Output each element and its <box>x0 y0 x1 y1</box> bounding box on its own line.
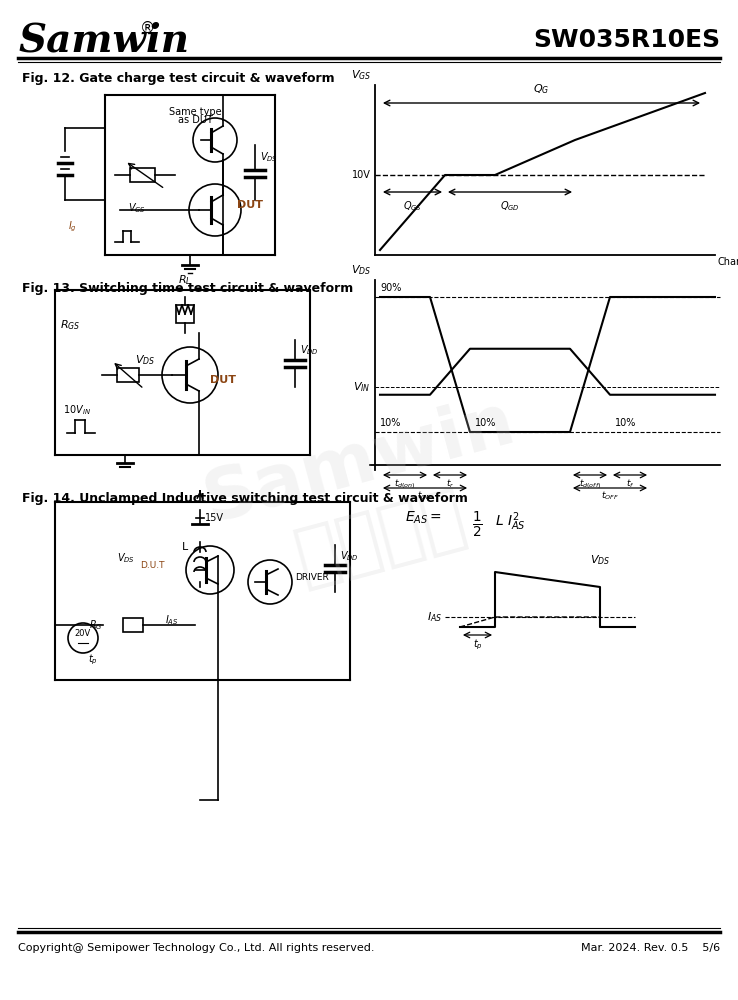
Text: $V_{GS}$: $V_{GS}$ <box>351 68 371 82</box>
Text: $V_{DD}$: $V_{DD}$ <box>340 549 359 563</box>
Text: $Q_{GD}$: $Q_{GD}$ <box>500 199 520 213</box>
Text: $R_G$: $R_G$ <box>89 618 103 632</box>
Text: $t_{d(off)}$: $t_{d(off)}$ <box>579 477 601 491</box>
Text: $V_{DS}$: $V_{DS}$ <box>590 553 610 567</box>
Text: Samwin: Samwin <box>18 21 189 59</box>
Text: 10%: 10% <box>615 418 636 428</box>
Bar <box>176 305 194 323</box>
Text: $I_g$: $I_g$ <box>68 220 77 234</box>
Text: $\frac{1}{2}$: $\frac{1}{2}$ <box>472 510 483 540</box>
Text: 10V: 10V <box>352 170 371 180</box>
Text: $R_L$: $R_L$ <box>178 273 192 287</box>
Text: Same type: Same type <box>169 107 221 117</box>
Bar <box>123 618 143 632</box>
Text: 90%: 90% <box>380 283 401 293</box>
Text: $V_{IN}$: $V_{IN}$ <box>354 380 371 394</box>
Text: $Q_G$: $Q_G$ <box>534 82 550 96</box>
Text: $V_{DS}$: $V_{DS}$ <box>135 353 155 367</box>
Text: $Q_{GS}$: $Q_{GS}$ <box>403 199 422 213</box>
Text: 15V: 15V <box>205 513 224 523</box>
Text: DRIVER: DRIVER <box>295 572 328 582</box>
Text: $V_{DS}$: $V_{DS}$ <box>117 551 135 565</box>
Text: $t_r$: $t_r$ <box>446 477 455 489</box>
Text: 10%: 10% <box>380 418 401 428</box>
Text: $V_{GS}$: $V_{GS}$ <box>128 201 146 215</box>
Text: D.U.T: D.U.T <box>140 560 165 570</box>
Text: L: L <box>182 542 188 552</box>
Text: $V_{DS}$: $V_{DS}$ <box>351 263 371 277</box>
Text: $t_p$: $t_p$ <box>88 653 98 667</box>
Text: Copyright@ Semipower Technology Co., Ltd. All rights reserved.: Copyright@ Semipower Technology Co., Ltd… <box>18 943 374 953</box>
Text: Fig. 14. Unclamped Inductive switching test circuit & waveform: Fig. 14. Unclamped Inductive switching t… <box>22 492 468 505</box>
Text: $R_{GS}$: $R_{GS}$ <box>60 318 80 332</box>
Text: SW035R10ES: SW035R10ES <box>533 28 720 52</box>
Bar <box>130 168 155 182</box>
Text: as DUT: as DUT <box>178 115 213 125</box>
Text: $E_{AS} = $: $E_{AS} = $ <box>405 510 442 526</box>
Text: $V_{DD}$: $V_{DD}$ <box>300 343 319 357</box>
Text: 20V: 20V <box>75 629 91 638</box>
Text: Fig. 13. Switching time test circuit & waveform: Fig. 13. Switching time test circuit & w… <box>22 282 354 295</box>
Text: $t_f$: $t_f$ <box>626 477 634 489</box>
Text: Mar. 2024. Rev. 0.5    5/6: Mar. 2024. Rev. 0.5 5/6 <box>581 943 720 953</box>
Text: $I_{AS}$: $I_{AS}$ <box>427 610 442 624</box>
Text: $L\ I_{AS}^{2}$: $L\ I_{AS}^{2}$ <box>495 510 526 533</box>
Text: DUT: DUT <box>237 200 263 210</box>
Text: Fig. 12. Gate charge test circuit & waveform: Fig. 12. Gate charge test circuit & wave… <box>22 72 334 85</box>
Text: $t_{d(on)}$: $t_{d(on)}$ <box>394 477 416 491</box>
Text: $I_{AS}$: $I_{AS}$ <box>165 613 179 627</box>
Text: $10V_{IN}$: $10V_{IN}$ <box>63 403 91 417</box>
Text: DUT: DUT <box>210 375 236 385</box>
Text: Samwin
力部保留: Samwin 力部保留 <box>196 387 543 613</box>
Text: Charge(nC): Charge(nC) <box>717 257 738 267</box>
Text: $t_p$: $t_p$ <box>472 638 483 652</box>
Text: $V_{DS}$: $V_{DS}$ <box>260 150 278 164</box>
Text: ®: ® <box>140 20 155 35</box>
Bar <box>117 368 139 382</box>
Text: $t_{ON}$: $t_{ON}$ <box>418 490 432 502</box>
Text: $t_{OFF}$: $t_{OFF}$ <box>601 490 619 502</box>
Text: 10%: 10% <box>475 418 497 428</box>
